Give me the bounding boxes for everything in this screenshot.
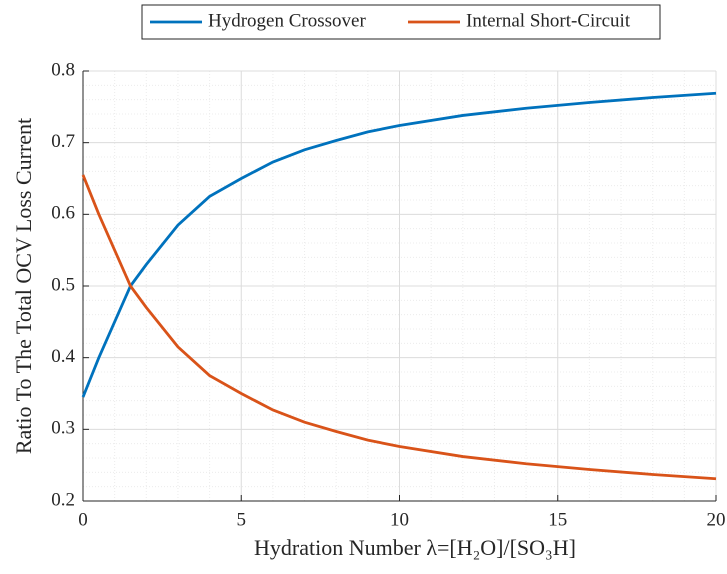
x-tick-label: 0 <box>78 509 88 530</box>
y-tick-label: 0.6 <box>51 203 75 224</box>
x-tick-label: 15 <box>548 509 567 530</box>
x-tick-label: 20 <box>707 509 726 530</box>
x-tick-label: 10 <box>390 509 409 530</box>
y-axis-label: Ratio To The Total OCV Loss Current <box>11 118 36 454</box>
y-tick-label: 0.3 <box>51 418 75 439</box>
legend-label: Hydrogen Crossover <box>208 10 366 31</box>
x-axis-label: Hydration Number λ=[H₂O]/[SO₃H] <box>254 535 576 560</box>
y-tick-label: 0.7 <box>51 131 75 152</box>
legend-box <box>141 4 661 40</box>
legend-label: Internal Short-Circuit <box>466 10 631 31</box>
y-tick-label: 0.2 <box>51 489 75 510</box>
y-tick-label: 0.5 <box>51 274 75 295</box>
series-line <box>81 174 717 481</box>
x-tick-label: 5 <box>237 509 247 530</box>
y-tick-label: 0.4 <box>51 346 75 367</box>
y-tick-label: 0.8 <box>51 59 75 80</box>
series-line <box>81 91 717 398</box>
